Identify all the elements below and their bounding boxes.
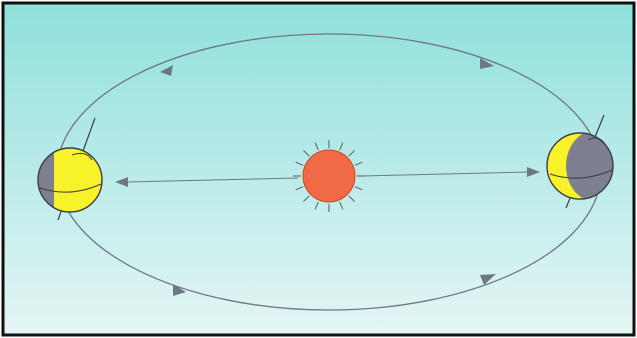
earth-right-outline (546, 132, 614, 200)
orbit-arrow-top-left (160, 65, 173, 76)
distance-arrow-left (115, 177, 128, 187)
earth-left-outline (37, 147, 103, 213)
distance-line-right (361, 171, 529, 177)
orbit-arrow-bottom-right (480, 274, 496, 285)
earth-right-equator (549, 169, 613, 179)
sun-ray (348, 195, 355, 202)
sun-ray (348, 150, 355, 157)
sun-ray (303, 195, 310, 202)
sun-ray (354, 186, 363, 191)
orbit-arrow-top-right (480, 58, 494, 69)
sun-ray (295, 186, 304, 191)
earth-left-arctic-circle (71, 152, 93, 161)
earth-left-equator (39, 183, 102, 193)
sun-ray (354, 161, 363, 166)
sun-ray (339, 142, 344, 151)
orbit-arrow-bottom-left (173, 284, 186, 296)
sun-ray (339, 201, 344, 210)
sun-ray (314, 201, 319, 210)
sun-ray (295, 161, 304, 166)
distance-arrow-right (527, 167, 540, 177)
sun-ray (314, 142, 319, 151)
sun (302, 149, 356, 203)
distance-line-left (124, 177, 299, 183)
sun-rays (293, 140, 365, 212)
sun-ray (303, 150, 310, 157)
earth-left (37, 117, 103, 221)
